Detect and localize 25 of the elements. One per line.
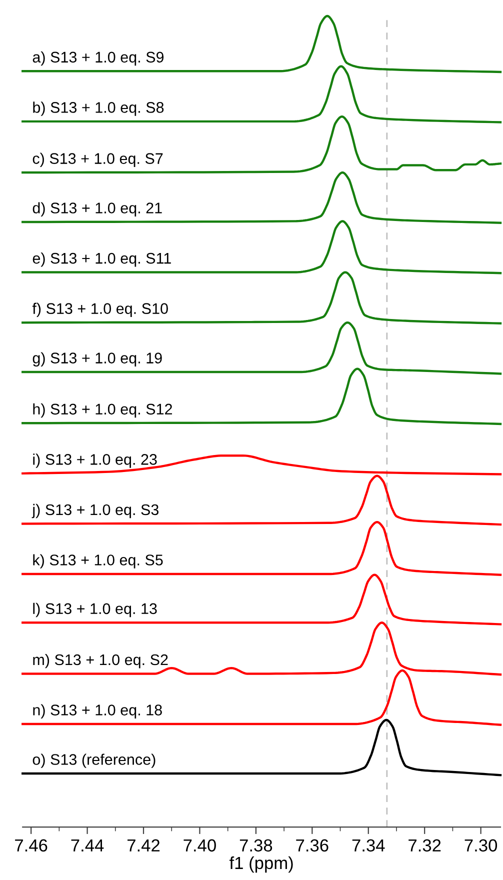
x-tick-label: 7.36 [296,839,328,852]
series-label: d) S13 + 1.0 eq. 21 [32,202,162,216]
series-label: i) S13 + 1.0 eq. 23 [33,454,157,468]
series-label: m) S13 + 1.0 eq. S2 [33,654,168,668]
series-label: f) S13 + 1.0 eq. S10 [32,302,168,318]
series-label: g) S13 + 1.0 eq. 19 [32,352,162,366]
x-tick-label: 7.44 [71,839,104,852]
series-label: h) S13 + 1.0 eq. S12 [33,403,172,418]
x-tick-label: 7.34 [352,839,385,852]
series-label: e) S13 + 1.0 eq. S11 [32,252,171,267]
x-tick-label: 7.46 [15,839,48,852]
x-tick-label: 7.38 [240,839,272,852]
series-label: o) S13 (reference) [32,754,156,768]
series-label: c) S13 + 1.0 eq. S7 [32,152,163,167]
x-tick-label: 7.42 [128,839,160,852]
x-tick-label: 7.40 [184,839,216,852]
x-tick-label: 7.30 [464,839,498,852]
series-label: n) S13 + 1.0 eq. 18 [33,704,162,718]
x-axis-title: f1 (ppm) [229,856,293,873]
series-label: a) S13 + 1.0 eq. S9 [32,51,164,66]
series-label: k) S13 + 1.0 eq. S5 [33,554,163,568]
series-label: j) S13 + 1.0 eq. S3 [32,504,158,518]
series-label: b) S13 + 1.0 eq. S8 [33,102,164,116]
series-label: l) S13 + 1.0 eq. 13 [33,602,157,618]
x-tick-label: 7.32 [408,839,441,852]
